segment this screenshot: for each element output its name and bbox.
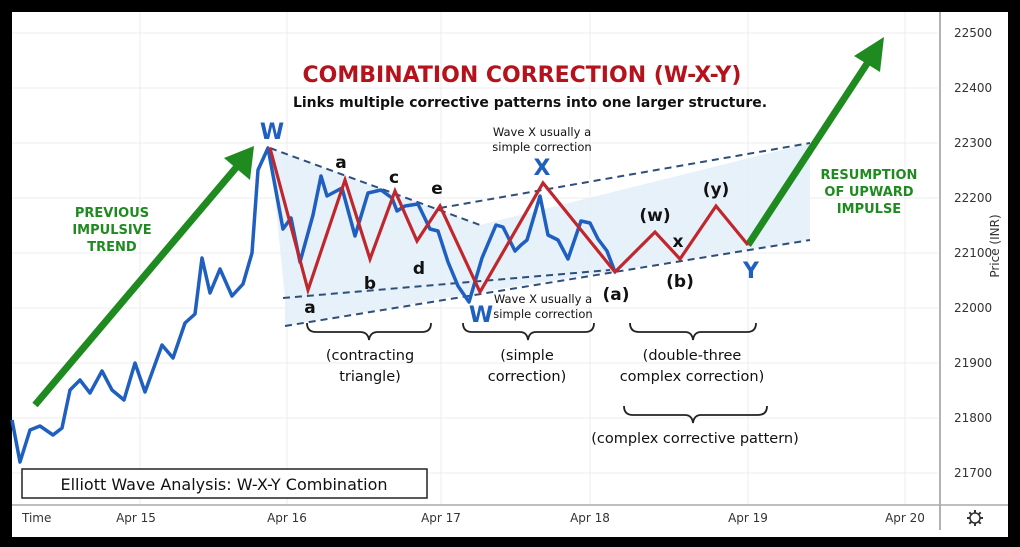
y-axis-label: Price (INR) [988, 214, 1002, 277]
svg-text:simple correction: simple correction [493, 307, 592, 321]
chart-subtitle: Links multiple corrective patterns into … [293, 95, 767, 111]
svg-text:OF UPWARD: OF UPWARD [824, 185, 913, 200]
wave-label-w-top: W [260, 120, 284, 145]
wave-structure-line [268, 147, 750, 296]
dt-label-y: (y) [703, 180, 730, 200]
svg-text:21700: 21700 [954, 466, 992, 480]
tri-label-b: b [364, 274, 376, 294]
bracket-label-complex: (complex corrective pattern) [591, 431, 799, 447]
dt-label-x: x [673, 232, 684, 252]
bracket-label-simple: (simple correction) [488, 348, 567, 385]
svg-text:complex correction): complex correction) [620, 369, 765, 385]
bracket-label-double-three: (double-three complex correction) [620, 348, 765, 385]
svg-text:(simple: (simple [500, 348, 554, 364]
tri-label-d: d [413, 259, 425, 279]
svg-text:22300: 22300 [954, 136, 992, 150]
svg-text:Apr 17: Apr 17 [421, 511, 461, 525]
svg-text:22500: 22500 [954, 26, 992, 40]
svg-text:21900: 21900 [954, 356, 992, 370]
svg-text:triangle): triangle) [339, 369, 401, 385]
svg-text:Apr 15: Apr 15 [116, 511, 156, 525]
tri-label-a-top: a [335, 153, 346, 173]
svg-text:simple correction: simple correction [492, 140, 591, 154]
channel-fill [270, 143, 810, 326]
svg-text:TREND: TREND [87, 240, 137, 255]
wave-label-y: Y [742, 259, 760, 284]
previous-trend-arrow [32, 146, 254, 408]
tri-label-a-bottom: a [304, 298, 315, 318]
channel-lines [269, 142, 811, 327]
svg-text:correction): correction) [488, 369, 567, 385]
svg-text:IMPULSIVE: IMPULSIVE [72, 223, 151, 238]
previous-trend-label: PREVIOUS IMPULSIVE TREND [72, 206, 151, 255]
svg-text:22200: 22200 [954, 191, 992, 205]
tri-label-e: e [431, 179, 443, 199]
dt-label-b: (b) [666, 272, 694, 292]
svg-text:22000: 22000 [954, 301, 992, 315]
svg-text:Wave X usually a: Wave X usually a [493, 125, 591, 139]
svg-text:Apr 20: Apr 20 [885, 511, 925, 525]
svg-text:22100: 22100 [954, 246, 992, 260]
dt-label-a: (a) [602, 285, 629, 305]
svg-text:22400: 22400 [954, 81, 992, 95]
bracket-label-triangle: (contracting triangle) [326, 348, 414, 385]
dt-label-w: (w) [639, 206, 670, 226]
chart-title: COMBINATION CORRECTION (W-X-Y) [303, 63, 742, 88]
gear-icon[interactable] [967, 510, 983, 526]
resumption-arrow [745, 37, 884, 247]
resumption-label: RESUMPTION OF UPWARD IMPULSE [821, 168, 918, 217]
svg-text:Wave X usually a: Wave X usually a [494, 292, 592, 306]
x-axis-ticks: Time Apr 15 Apr 16 Apr 17 Apr 18 Apr 19 … [21, 511, 925, 525]
brackets [306, 322, 768, 424]
svg-text:(double-three: (double-three [643, 348, 742, 364]
caption-box [21, 468, 428, 499]
caption-text: Elliott Wave Analysis: W-X-Y Combination [60, 475, 387, 494]
y-axis-ticks: 22500 22400 22300 22200 22100 22000 2190… [954, 26, 992, 480]
svg-text:Apr 18: Apr 18 [570, 511, 610, 525]
svg-text:(contracting: (contracting [326, 348, 414, 364]
svg-text:PREVIOUS: PREVIOUS [75, 206, 149, 221]
price-line [10, 146, 617, 464]
svg-text:21800: 21800 [954, 411, 992, 425]
svg-text:Apr 16: Apr 16 [267, 511, 307, 525]
wave-label-w-bottom: W [469, 303, 493, 328]
tri-label-c: c [389, 168, 399, 188]
svg-text:Apr 19: Apr 19 [728, 511, 768, 525]
wave-label-x: X [534, 156, 551, 181]
svg-text:RESUMPTION: RESUMPTION [821, 168, 918, 183]
note-wave-x-top: Wave X usually a simple correction [492, 125, 591, 154]
svg-text:IMPULSE: IMPULSE [837, 202, 901, 217]
note-wave-x-bottom: Wave X usually a simple correction [493, 292, 592, 321]
x-axis-label: Time [21, 511, 51, 525]
